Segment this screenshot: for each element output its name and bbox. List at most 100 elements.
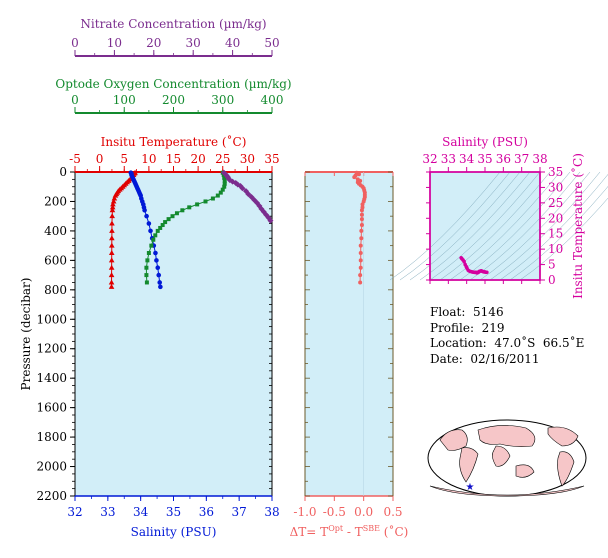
map-land	[515, 464, 535, 478]
pressure-tick-label: 1000	[36, 312, 67, 326]
oxygen-point	[144, 280, 149, 285]
map-land	[492, 445, 511, 467]
temperature-tick-label: 20	[190, 152, 205, 166]
pressure-tick-label: 1400	[36, 371, 67, 385]
salinity-axis-title: Salinity (PSU)	[131, 525, 217, 539]
map-land	[557, 451, 575, 487]
delta-point	[352, 175, 357, 180]
ts-density-contour	[409, 171, 521, 281]
salinity-tick-label: 34	[133, 505, 149, 519]
date: Date: 02/16/2011	[430, 351, 540, 366]
delta-point	[359, 236, 364, 241]
nitrate-tick-label: 0	[71, 36, 79, 50]
oxygen-point	[203, 199, 208, 204]
nitrate-tick-label: 30	[186, 36, 201, 50]
oxygen-point	[158, 225, 163, 230]
salinity-series	[128, 170, 163, 290]
oxygen-point	[146, 251, 151, 255]
delta-label-superscript: Opt	[328, 524, 344, 533]
ts-y-tick-label: 35	[548, 165, 563, 179]
ts-density-contour	[519, 197, 608, 281]
ts-point	[462, 259, 466, 264]
temperature-point	[109, 220, 115, 226]
ts-x-tick-label: 34	[459, 152, 475, 166]
delta-axis-label: ΔT= TOpt - TSBE (˚C)	[290, 524, 409, 539]
temperature-tick-label: 35	[264, 152, 279, 166]
temperature-tick-label: 0	[96, 152, 104, 166]
delta-tick-label: 0.0	[354, 505, 373, 519]
temperature-tick-label: 15	[166, 152, 181, 166]
oxygen-point	[166, 217, 171, 222]
pressure-tick-label: 2200	[36, 489, 67, 503]
salinity-tick-label: 35	[166, 505, 181, 519]
pressure-axis-label: Pressure (decibar)	[19, 278, 33, 391]
ts-density-contour	[479, 171, 591, 281]
oxygen-tick-label: 200	[162, 93, 185, 107]
oxygen-point	[153, 233, 158, 238]
delta-background	[305, 172, 393, 496]
ts-density-contour	[449, 171, 561, 281]
temperature-point	[108, 272, 115, 278]
ts-density-contour	[419, 171, 531, 281]
ts-x-axis-title: Salinity (PSU)	[442, 135, 528, 149]
oxygen-axis-title: Optode Oxygen Concentration (µm/kg)	[55, 77, 291, 91]
nitrate-series	[220, 169, 274, 224]
oxygen-point	[155, 228, 160, 233]
temperature-tick-label: 10	[141, 152, 156, 166]
salinity-point	[158, 284, 163, 290]
oxygen-point	[210, 196, 215, 201]
oxygen-point	[222, 184, 227, 189]
delta-tick-label: -1.0	[293, 505, 316, 519]
oxygen-point	[144, 273, 149, 278]
map-land	[459, 447, 479, 483]
salinity-tick-label: 38	[264, 505, 279, 519]
ts-density-contour	[509, 186, 608, 281]
nitrate-tick-label: 50	[264, 36, 279, 50]
salinity-point	[144, 213, 149, 219]
oxygen-tick-label: 0	[71, 93, 79, 107]
oxygen-tick-label: 300	[211, 93, 234, 107]
pressure-tick-label: 200	[44, 194, 67, 208]
temperature-point	[108, 242, 115, 248]
oxygen-point	[144, 265, 149, 270]
salinity-point	[154, 258, 159, 263]
temperature-point	[109, 204, 116, 210]
location: Location: 47.0˚S 66.5˚E	[430, 336, 585, 350]
salinity-point	[146, 221, 152, 226]
main-profile-panel: 0200400600800100012001400160018002000220…	[19, 17, 292, 539]
oxygen-point	[180, 208, 185, 213]
pressure-tick-label: 2000	[36, 460, 67, 474]
delta-point	[359, 228, 364, 233]
oxygen-point	[163, 220, 168, 225]
temperature-tick-label: 5	[120, 152, 128, 166]
pressure-tick-label: 0	[59, 165, 67, 179]
oxygen-point	[222, 181, 227, 186]
ts-x-tick-label: 33	[441, 152, 456, 166]
nitrate-point	[239, 185, 246, 192]
salinity-point	[142, 207, 147, 213]
world-map: ★	[427, 419, 587, 497]
delta-point	[359, 208, 364, 213]
ts-background	[429, 171, 541, 281]
nitrate-axis-title: Nitrate Concentration (µm/kg)	[80, 17, 266, 31]
map-land	[547, 426, 579, 447]
ts-y-tick-label: 5	[548, 258, 556, 272]
nitrate-point	[267, 217, 274, 224]
ts-x-tick-label: 38	[532, 152, 547, 166]
ts-y-tick-label: 10	[548, 242, 563, 256]
delta-point	[358, 280, 363, 285]
delta-point	[360, 202, 365, 207]
salinity-point	[156, 272, 162, 278]
temperature-point	[108, 264, 115, 270]
map-land	[439, 429, 468, 451]
temperature-tick-label: 25	[215, 152, 230, 166]
oxygen-point	[149, 243, 154, 248]
nitrate-tick-label: 10	[107, 36, 122, 50]
pressure-tick-label: 1600	[36, 401, 67, 415]
delta-point	[359, 212, 364, 217]
delta-point	[358, 251, 363, 255]
map-land	[477, 425, 536, 447]
temperature-point	[109, 207, 116, 213]
temperature-point	[109, 235, 115, 241]
